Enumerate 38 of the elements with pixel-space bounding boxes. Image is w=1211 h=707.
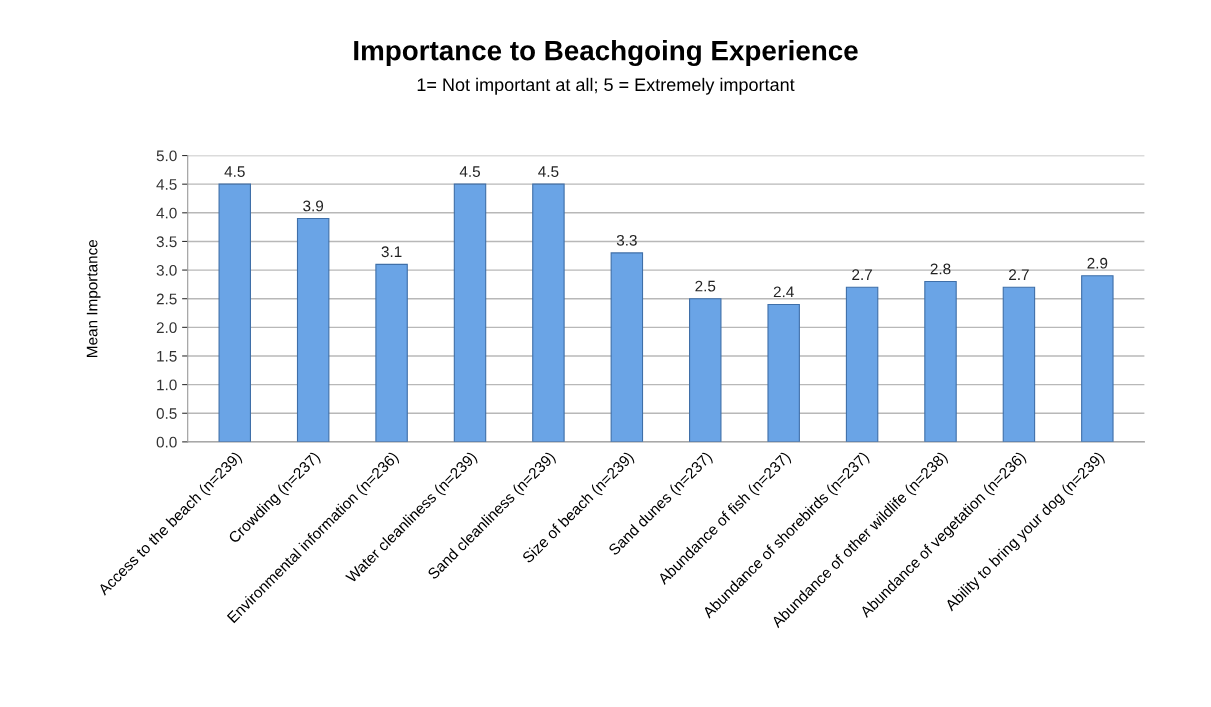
bar bbox=[218, 183, 251, 442]
y-axis-title: Mean Importance bbox=[86, 239, 101, 357]
data-label: 2.4 bbox=[773, 286, 794, 298]
y-tick-label: 1.0 bbox=[157, 379, 177, 391]
data-label: 3.3 bbox=[616, 234, 637, 246]
data-label: 2.7 bbox=[852, 269, 872, 280]
y-tick-label: 4.5 bbox=[156, 179, 177, 190]
data-label: 4.5 bbox=[224, 166, 245, 177]
y-tick-label: 2.0 bbox=[156, 322, 177, 334]
bar bbox=[1081, 275, 1114, 442]
bar bbox=[689, 298, 722, 442]
bar bbox=[767, 303, 800, 442]
y-tick-label: 1.5 bbox=[157, 351, 177, 362]
bar bbox=[375, 263, 408, 442]
chart-subtitle: 1= Not important at all; 5 = Extremely important bbox=[417, 77, 795, 95]
data-label: 4.5 bbox=[459, 166, 480, 177]
y-tick-label: 5.0 bbox=[156, 150, 177, 162]
chart-title: Importance to Beachgoing Experience bbox=[354, 40, 858, 67]
bar bbox=[453, 183, 487, 442]
bar bbox=[845, 286, 879, 442]
bar bbox=[610, 252, 644, 442]
data-label: 2.5 bbox=[695, 280, 716, 292]
y-tick-label: 2.5 bbox=[156, 293, 177, 305]
y-tick-label: 3.0 bbox=[156, 264, 177, 276]
data-label: 3.1 bbox=[381, 246, 402, 258]
data-label: 3.9 bbox=[303, 200, 324, 212]
bar bbox=[1002, 286, 1036, 442]
data-label: 2.8 bbox=[930, 263, 951, 275]
bar bbox=[296, 217, 330, 442]
y-tick-label: 0.0 bbox=[156, 436, 177, 448]
y-tick-label: 4.0 bbox=[156, 207, 177, 219]
bar bbox=[532, 183, 565, 442]
y-tick-label: 3.5 bbox=[156, 236, 177, 248]
data-label: 2.7 bbox=[1009, 269, 1029, 280]
bar bbox=[924, 280, 957, 442]
data-label: 4.5 bbox=[538, 166, 559, 177]
data-label: 2.9 bbox=[1087, 257, 1108, 269]
y-tick-label: 0.5 bbox=[156, 408, 177, 419]
